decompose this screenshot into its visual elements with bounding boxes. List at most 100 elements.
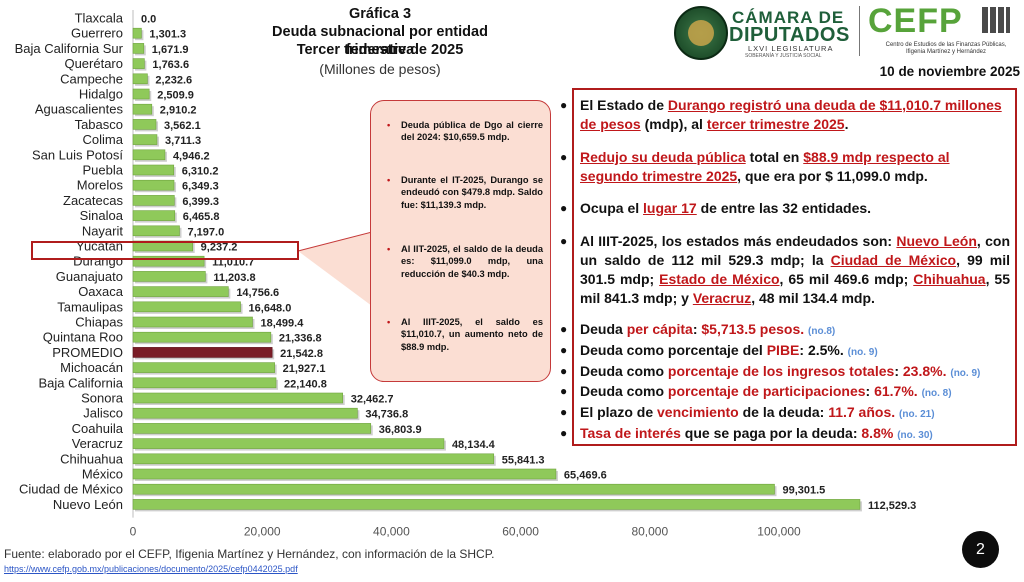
value-label: 6,399.3: [182, 196, 219, 208]
value-label: 2,509.9: [157, 90, 194, 102]
value-label: 1,671.9: [152, 44, 189, 56]
bar-zacatecas: [132, 195, 175, 206]
category-label: Colima: [83, 132, 124, 147]
bar-tabasco: [132, 119, 157, 130]
value-label: 6,349.3: [182, 181, 219, 193]
category-label: Guanajuato: [56, 269, 123, 284]
stat-interest-rate: Tasa de interés que se paga por la deuda…: [560, 424, 1010, 445]
value-label: 1,301.3: [149, 29, 186, 41]
source-link[interactable]: https://www.cefp.gob.mx/publicaciones/do…: [4, 564, 298, 574]
bar-michoac-n: [132, 362, 275, 373]
callout-bullet-1: Deuda pública de Dgo al cierre del 2024:…: [387, 119, 543, 144]
x-tick-label: 60,000: [502, 525, 539, 539]
category-label: Oaxaca: [78, 284, 124, 299]
category-label: Chiapas: [75, 315, 123, 330]
category-label: Tamaulipas: [57, 299, 123, 314]
stat-total-income: Deuda como porcentaje de los ingresos to…: [560, 362, 1010, 383]
value-label: 65,469.6: [564, 470, 607, 482]
bar-baja-california: [132, 377, 277, 389]
value-label: 11,203.8: [213, 272, 255, 284]
category-label: Tlaxcala: [75, 11, 124, 26]
bar-san-luis-potos-: [132, 149, 166, 161]
category-label: Campeche: [60, 71, 123, 86]
durango-highlight-box: [31, 241, 299, 260]
camara-seal-icon: [674, 6, 728, 60]
value-label: 36,803.9: [379, 424, 422, 436]
category-label: Chihuahua: [60, 451, 124, 466]
bar-quintana-roo: [132, 331, 272, 343]
category-label: Baja California: [38, 375, 123, 390]
bar-baja-california-sur: [132, 43, 145, 54]
category-label: Guerrero: [71, 26, 123, 41]
cefp-grid-icon: [982, 7, 1010, 33]
category-label: Puebla: [83, 163, 124, 178]
category-label: Sinaloa: [80, 208, 124, 223]
stat-maturity: El plazo de vencimiento de la deuda: 11.…: [560, 403, 1010, 424]
value-label: 6,465.8: [183, 211, 220, 223]
bar-puebla: [132, 164, 175, 176]
category-label: Nuevo León: [53, 497, 123, 512]
category-label: Yucatán: [76, 239, 123, 254]
callout-bullet-2: Durante el IT-2025, Durango se endeudó c…: [387, 174, 543, 211]
value-label: 7,197.0: [187, 226, 224, 238]
value-label: 3,562.1: [164, 120, 201, 132]
category-label: Quintana Roo: [43, 330, 123, 345]
category-label: Nayarit: [82, 223, 124, 238]
value-label: 48,134.4: [452, 439, 496, 451]
value-label: 6,310.2: [182, 166, 219, 178]
bar-hidalgo: [132, 88, 150, 100]
bar-sinaloa: [132, 210, 176, 221]
value-label: 112,529.3: [868, 500, 916, 512]
summary-point-3: Ocupa el lugar 17 de entre las 32 entida…: [560, 199, 1010, 218]
bar-aguascalientes: [132, 103, 153, 115]
x-tick-label: 40,000: [373, 525, 410, 539]
bar-nuevo-le-n: [132, 499, 861, 510]
category-label: San Luis Potosí: [32, 147, 123, 162]
bar-quer-taro: [132, 58, 145, 69]
value-label: 21,336.8: [279, 333, 322, 345]
bar-coahuila: [132, 423, 372, 434]
category-label: Coahuila: [72, 421, 124, 436]
category-label: Veracruz: [72, 436, 123, 451]
category-label: Zacatecas: [63, 193, 123, 208]
category-label: Morelos: [77, 178, 124, 193]
chart-units: (Millones de pesos): [319, 61, 441, 77]
logo-divider: [859, 6, 860, 56]
category-label: México: [82, 467, 123, 482]
bar-morelos: [132, 179, 175, 191]
x-tick-label: 100,000: [757, 525, 801, 539]
value-label: 99,301.5: [782, 485, 825, 497]
bar-campeche: [132, 73, 148, 85]
category-label: PROMEDIO: [52, 345, 123, 360]
value-label: 4,946.2: [173, 150, 210, 162]
value-label: 1,763.6: [152, 59, 189, 71]
value-label: 2,232.6: [155, 74, 192, 86]
summary-point-4: Al IIIT-2025, los estados más endeudados…: [560, 232, 1010, 308]
bar-jalisco: [132, 407, 358, 419]
category-label: Aguascalientes: [35, 102, 124, 117]
page-number: 2: [962, 531, 999, 568]
bar-sonora: [132, 392, 344, 404]
category-label: Durango: [73, 254, 123, 269]
bar-chiapas: [132, 316, 253, 328]
summary-point-2: Redujo su deuda pública total en $88.9 m…: [560, 148, 1010, 186]
chart-title: Deuda subnacional por entidad federativa: [272, 24, 488, 58]
category-label: Jalisco: [83, 406, 123, 421]
value-label: 16,648.0: [249, 302, 292, 314]
camara-logo-line3: LXVI LEGISLATURA: [748, 44, 834, 53]
camara-logo-line1: CÁMARA DE: [732, 8, 845, 27]
value-label: 55,841.3: [502, 454, 545, 466]
category-label: Baja California Sur: [15, 41, 124, 56]
bar-guerrero: [132, 27, 142, 39]
value-label: 3,711.3: [165, 135, 201, 147]
bar-veracruz: [132, 438, 445, 449]
callout-pointer: [297, 231, 373, 306]
bar-nayarit: [132, 225, 180, 237]
value-label: 0.0: [141, 14, 156, 26]
category-label: Michoacán: [60, 360, 123, 375]
category-label: Tabasco: [75, 117, 123, 132]
summary-point-1: El Estado de Durango registró una deuda …: [560, 96, 1010, 134]
durango-callout: Deuda pública de Dgo al cierre del 2024:…: [370, 100, 551, 382]
category-label: Querétaro: [64, 56, 123, 71]
bar-m-xico: [132, 468, 557, 480]
